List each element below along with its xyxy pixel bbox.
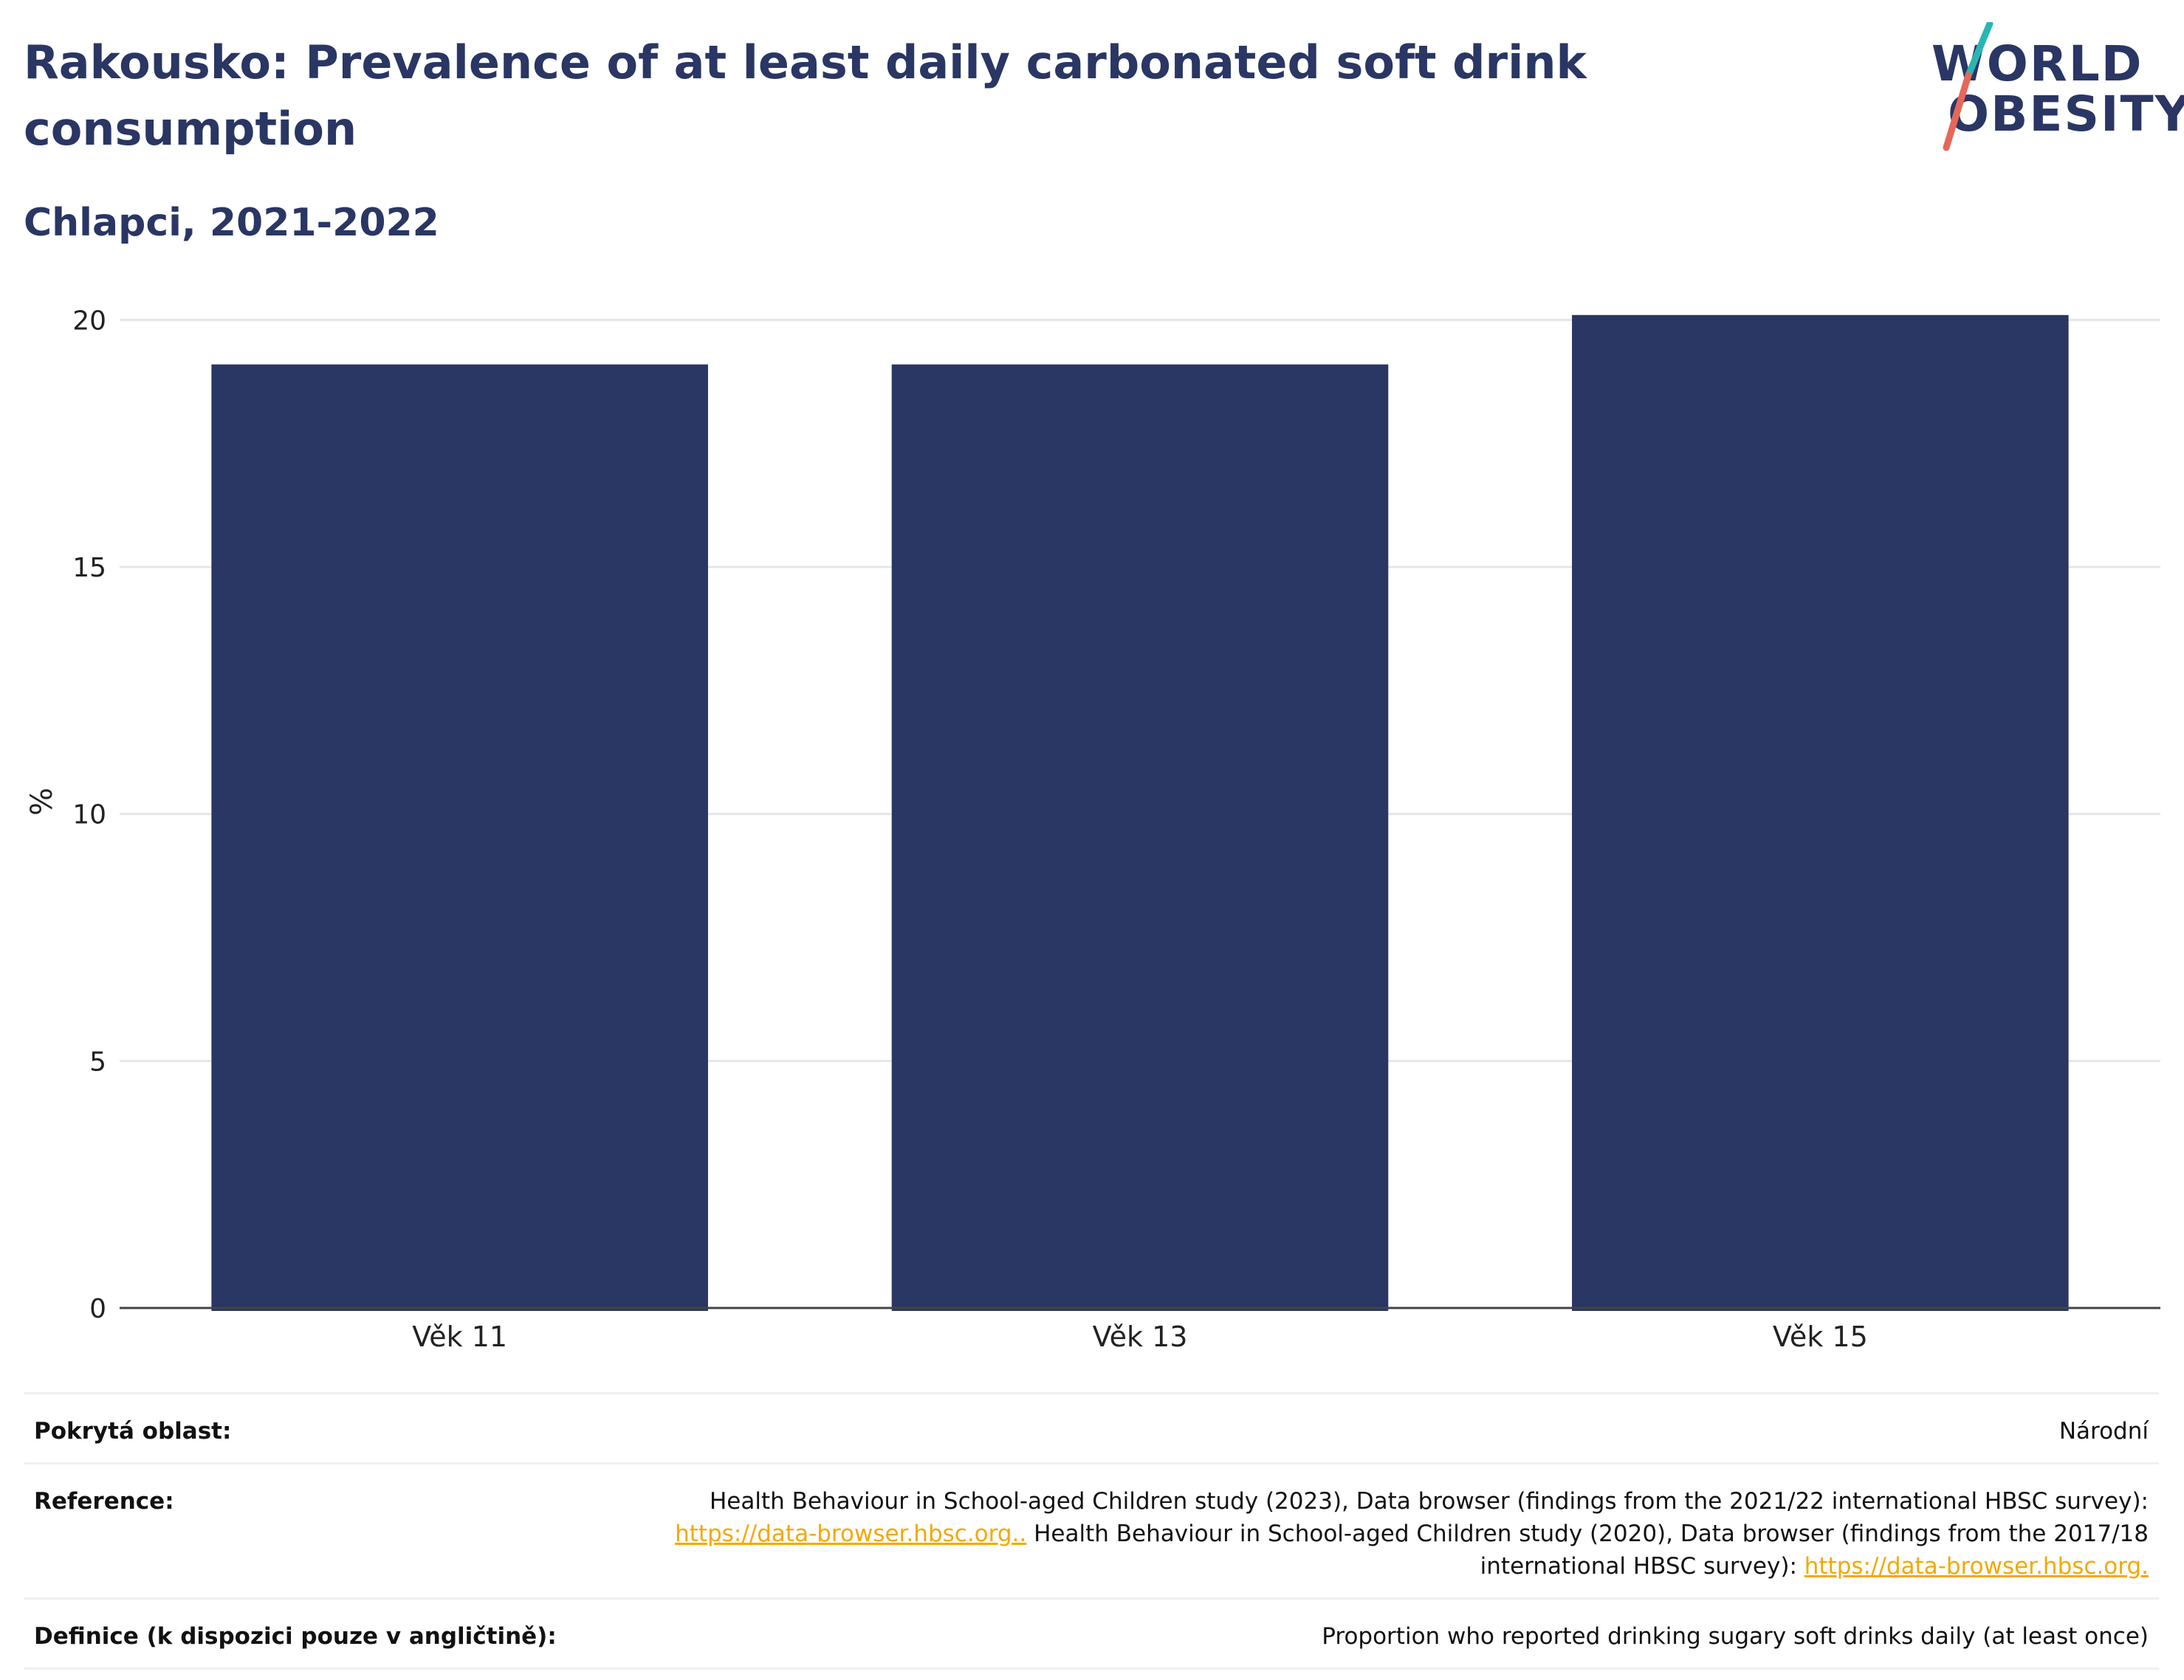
- reference-text-2: Health Behaviour in School-aged Children…: [1026, 1521, 2149, 1580]
- y-tick-label: 15: [72, 553, 106, 583]
- meta-row-definition: Definice (k dispozici pouze v angličtině…: [24, 1597, 2159, 1670]
- logo-slash-icon: [1943, 22, 1994, 151]
- bar: [211, 364, 708, 1312]
- bar: [1572, 314, 2069, 1311]
- y-tick-label: 0: [89, 1294, 106, 1324]
- definition-label: Definice (k dispozici pouze v angličtině…: [34, 1623, 557, 1650]
- coverage-label: Pokrytá oblast:: [34, 1418, 232, 1445]
- chart-canvas: 0 5 10 15 20% Věk 11 Věk 13 Věk 15: [25, 306, 2160, 1353]
- world-obesity-logo[interactable]: WORLD OBESITY: [1920, 22, 2184, 155]
- reference-link-1[interactable]: https://data-browser.hbsc.org..: [675, 1521, 1027, 1547]
- reference-text-1: Health Behaviour in School-aged Children…: [710, 1488, 2149, 1515]
- definition-value: Proportion who reported drinking sugary …: [1322, 1623, 2149, 1650]
- x-tick-label: Věk 13: [1093, 1321, 1188, 1353]
- x-tick-label: Věk 15: [1773, 1321, 1868, 1353]
- logo-text-obesity: OBESITY: [1948, 86, 2184, 142]
- metadata-table: Pokrytá oblast: Národní Reference: Healt…: [24, 1392, 2159, 1670]
- bar: [891, 364, 1389, 1312]
- reference-label: Reference:: [34, 1488, 174, 1515]
- x-tick-label: Věk 11: [412, 1321, 507, 1353]
- y-tick-label: 5: [89, 1047, 106, 1077]
- reference-link-2[interactable]: https://data-browser.hbsc.org.: [1804, 1553, 2149, 1580]
- bar-chart: 0 5 10 15 20% Věk 11 Věk 13 Věk 15: [0, 280, 2184, 1391]
- y-tick-label: 20: [72, 306, 106, 336]
- chart-title: Rakousko: Prevalence of at least daily c…: [24, 35, 1587, 156]
- reference-value: Health Behaviour in School-aged Children…: [672, 1485, 2149, 1583]
- chart-subtitle: Chlapci, 2021-2022: [24, 201, 439, 245]
- meta-row-reference: Reference: Health Behaviour in School-ag…: [24, 1462, 2159, 1597]
- y-axis-label: %: [25, 788, 59, 816]
- meta-row-coverage: Pokrytá oblast: Národní: [24, 1392, 2159, 1462]
- coverage-value: Národní: [2058, 1418, 2149, 1445]
- y-tick-label: 10: [72, 800, 106, 830]
